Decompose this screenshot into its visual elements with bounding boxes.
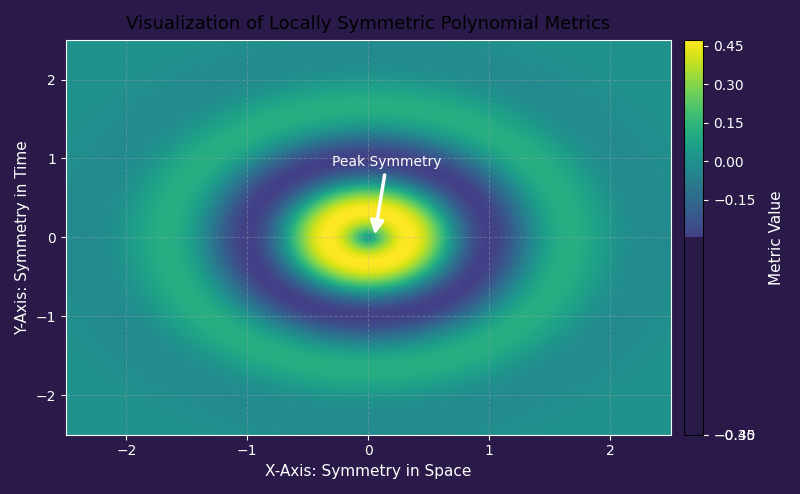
Y-axis label: Metric Value: Metric Value bbox=[770, 190, 785, 285]
X-axis label: X-Axis: Symmetry in Space: X-Axis: Symmetry in Space bbox=[265, 464, 471, 479]
Text: Peak Symmetry: Peak Symmetry bbox=[332, 156, 442, 231]
Y-axis label: Y-Axis: Symmetry in Time: Y-Axis: Symmetry in Time bbox=[15, 140, 30, 335]
Title: Visualization of Locally Symmetric Polynomial Metrics: Visualization of Locally Symmetric Polyn… bbox=[126, 15, 610, 33]
